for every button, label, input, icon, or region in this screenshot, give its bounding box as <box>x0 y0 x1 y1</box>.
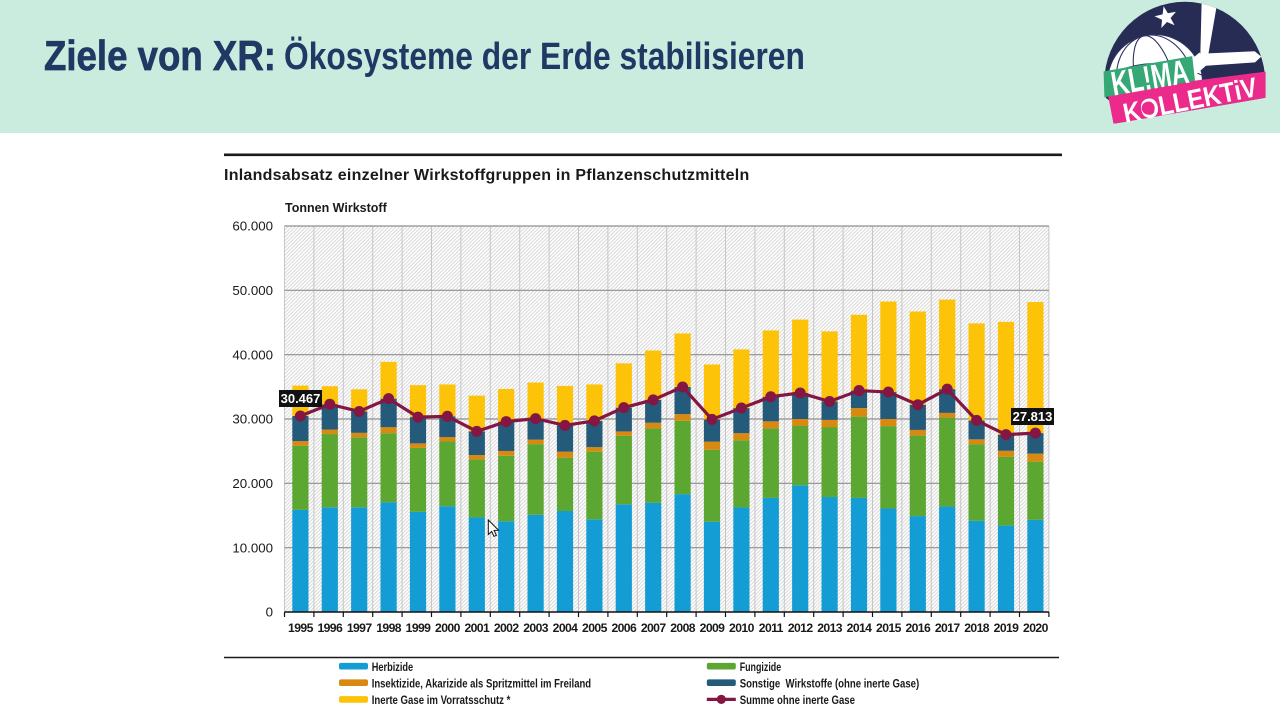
svg-text:2020: 2020 <box>1023 621 1049 635</box>
svg-text:Inerte Gase im Vorratsschutz *: Inerte Gase im Vorratsschutz * <box>372 693 511 707</box>
svg-text:2001: 2001 <box>464 621 490 635</box>
svg-text:40.000: 40.000 <box>232 347 273 362</box>
svg-text:Sonstige Wirkstoffe (ohne ine: Sonstige Wirkstoffe (ohne inerte Gase) <box>740 676 920 690</box>
svg-text:0: 0 <box>266 605 273 620</box>
svg-text:Inlandsabsatz einzelner Wirkst: Inlandsabsatz einzelner Wirkstoffgruppen… <box>224 167 750 184</box>
svg-text:2009: 2009 <box>700 621 726 635</box>
svg-text:50.000: 50.000 <box>232 283 273 298</box>
svg-text:20.000: 20.000 <box>232 476 273 491</box>
svg-text:Summe ohne inerte Gase: Summe ohne inerte Gase <box>740 693 856 707</box>
svg-text:1998: 1998 <box>376 621 402 635</box>
svg-text:2017: 2017 <box>935 621 961 635</box>
svg-text:Fungizide: Fungizide <box>740 660 782 674</box>
svg-text:2016: 2016 <box>905 621 931 635</box>
svg-text:Insektizide, Akarizide als Spr: Insektizide, Akarizide als Spritzmittel … <box>372 676 591 690</box>
svg-text:2018: 2018 <box>964 621 990 635</box>
svg-text:Tonnen Wirkstoff: Tonnen Wirkstoff <box>285 201 388 215</box>
svg-text:2015: 2015 <box>876 621 902 635</box>
svg-text:2010: 2010 <box>729 621 755 635</box>
svg-text:27.813: 27.813 <box>1013 409 1053 424</box>
svg-text:2007: 2007 <box>641 621 667 635</box>
svg-text:2014: 2014 <box>847 621 873 635</box>
svg-text:2006: 2006 <box>611 621 637 635</box>
svg-text:2012: 2012 <box>788 621 814 635</box>
svg-text:1996: 1996 <box>317 621 343 635</box>
svg-text:30.000: 30.000 <box>232 412 273 427</box>
svg-text:1999: 1999 <box>406 621 432 635</box>
svg-text:1995: 1995 <box>288 621 314 635</box>
svg-text:2005: 2005 <box>582 621 608 635</box>
svg-text:10.000: 10.000 <box>232 540 273 555</box>
svg-text:2019: 2019 <box>994 621 1020 635</box>
svg-text:2008: 2008 <box>670 621 696 635</box>
svg-text:30.467: 30.467 <box>281 391 321 406</box>
svg-text:1997: 1997 <box>347 621 373 635</box>
svg-text:2002: 2002 <box>494 621 520 635</box>
svg-text:Herbizide: Herbizide <box>372 660 414 674</box>
svg-text:2000: 2000 <box>435 621 461 635</box>
svg-text:2013: 2013 <box>817 621 843 635</box>
svg-text:2004: 2004 <box>553 621 579 635</box>
svg-text:2011: 2011 <box>759 621 784 635</box>
svg-text:60.000: 60.000 <box>232 219 273 234</box>
svg-text:2003: 2003 <box>523 621 549 635</box>
